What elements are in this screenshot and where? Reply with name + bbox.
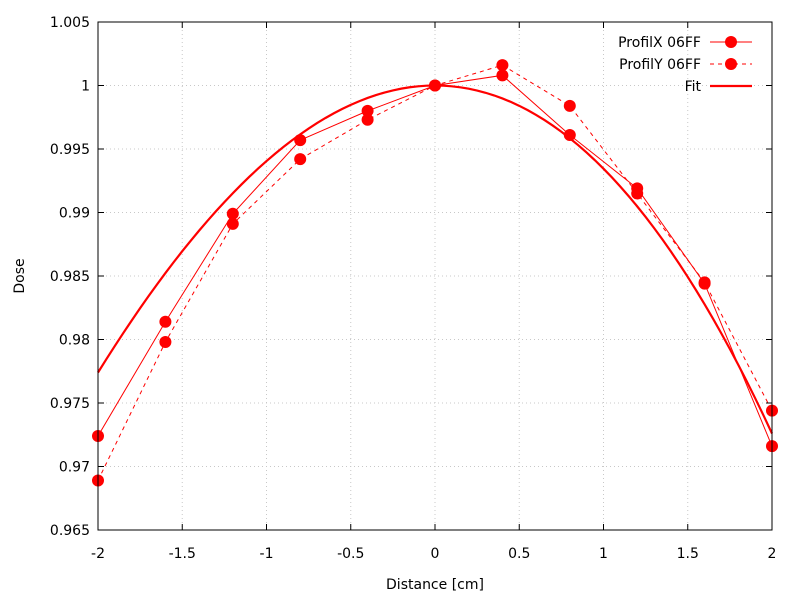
- y-tick-label: 0.995: [50, 142, 90, 158]
- data-point: [563, 99, 576, 112]
- legend-label: ProfilX 06FF: [618, 35, 701, 51]
- data-point: [294, 153, 307, 166]
- y-tick-label: 1.005: [50, 15, 90, 31]
- x-tick-label: 0.5: [508, 546, 530, 562]
- legend-label: ProfilY 06FF: [619, 57, 701, 73]
- x-tick-label: -0.5: [337, 546, 364, 562]
- x-tick-label: 0: [431, 546, 440, 562]
- data-point: [226, 207, 239, 220]
- y-tick-label: 0.97: [59, 460, 90, 476]
- y-tick-label: 0.975: [50, 396, 90, 412]
- data-point: [698, 276, 711, 289]
- data-point: [159, 315, 172, 328]
- y-tick-label: 0.99: [59, 206, 90, 222]
- data-point: [361, 113, 374, 126]
- data-point: [226, 217, 239, 230]
- x-tick-label: -1: [260, 546, 274, 562]
- data-point: [563, 129, 576, 142]
- series-line: [97, 84, 773, 434]
- data-point: [294, 134, 307, 147]
- data-point: [631, 187, 644, 200]
- grid: [98, 22, 772, 530]
- data-point: [361, 104, 374, 117]
- data-point: [496, 59, 509, 72]
- x-axis-label: Distance [cm]: [386, 577, 484, 593]
- legend-label: Fit: [685, 79, 702, 95]
- axis-ticks: -2 -1.5 -1 -0.5 0 0.5 1 1.5 2 0.965 0.97 0.975 0.98 0…: [50, 15, 777, 562]
- x-tick-label: 2: [768, 546, 777, 562]
- legend-marker: [725, 58, 737, 70]
- legend: ProfilX 06FF ProfilY 06FF Fit: [618, 35, 752, 95]
- plot-series: [92, 59, 778, 487]
- data-point: [496, 69, 509, 82]
- y-tick-label: 0.965: [50, 523, 90, 539]
- y-axis-label: Dose: [12, 258, 28, 293]
- legend-marker: [725, 36, 737, 48]
- series-2: [97, 84, 773, 434]
- y-tick-label: 0.985: [50, 269, 90, 285]
- x-tick-label: 1.5: [677, 546, 699, 562]
- x-tick-label: -1.5: [169, 546, 196, 562]
- y-tick-label: 0.98: [59, 333, 90, 349]
- data-point: [159, 336, 172, 349]
- y-tick-label: 1: [81, 79, 90, 95]
- x-tick-label: 1: [599, 546, 608, 562]
- x-tick-label: -2: [91, 546, 105, 562]
